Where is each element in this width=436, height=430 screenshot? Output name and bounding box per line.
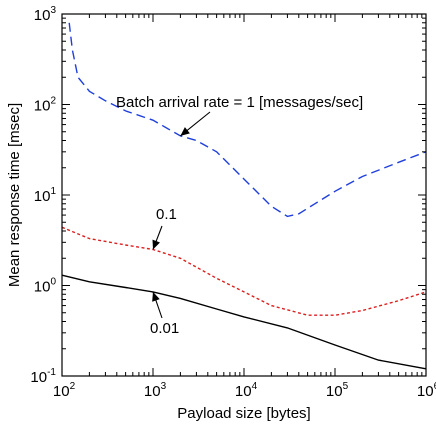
annotation-rate-0.1: 0.1 [156, 206, 177, 223]
series-lines [61, 22, 427, 370]
y-tick-label: 102 [34, 96, 57, 115]
series-rate-1 [68, 22, 427, 218]
x-tick-label: 103 [144, 381, 167, 400]
tick-labels: 102 103 104 105 106 10-1 100 101 102 103 [30, 5, 436, 400]
y-tick-label: 10-1 [30, 367, 56, 386]
annotation-rate-0.01: 0.01 [150, 320, 179, 337]
x-tick-label: 102 [53, 381, 76, 400]
plot-frame [61, 13, 427, 377]
y-axis-label: Mean response time [msec] [6, 103, 23, 287]
x-tick-label: 104 [235, 381, 258, 400]
y-tick-label: 101 [34, 186, 57, 205]
x-axis-label: Payload size [bytes] [177, 405, 310, 422]
annotation-arrowhead [180, 127, 190, 136]
annotation-arrowhead [152, 239, 160, 250]
series-rate-0.1 [61, 226, 427, 316]
y-tick-label: 103 [34, 5, 57, 24]
series-rate-0.01 [61, 274, 427, 370]
axis-ticks [61, 13, 427, 377]
x-tick-label: 106 [417, 381, 436, 400]
annotation-arrows [152, 111, 211, 319]
annotation-rate-1: Batch arrival rate = 1 [messages/sec] [116, 94, 363, 111]
y-tick-label: 100 [34, 277, 57, 296]
x-tick-label: 105 [326, 381, 349, 400]
annotation-arrowhead [152, 291, 160, 302]
